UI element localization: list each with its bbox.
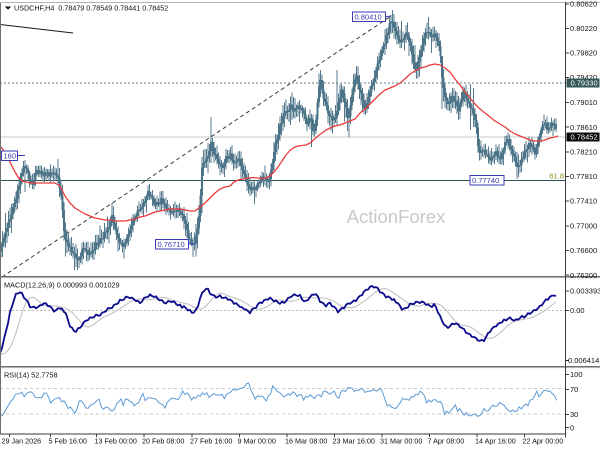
svg-text:ActionForex: ActionForex xyxy=(347,206,446,227)
svg-text:0.00: 0.00 xyxy=(570,306,585,315)
svg-text:0.77740: 0.77740 xyxy=(472,176,499,185)
svg-text:0.80220: 0.80220 xyxy=(570,24,597,33)
svg-text:20 Feb 08:00: 20 Feb 08:00 xyxy=(142,437,184,446)
svg-text:29 Jan 2026: 29 Jan 2026 xyxy=(2,437,42,446)
svg-text:31 Mar 00:00: 31 Mar 00:00 xyxy=(380,437,422,446)
svg-text:30: 30 xyxy=(570,410,578,419)
svg-text:13 Feb 00:00: 13 Feb 00:00 xyxy=(95,437,137,446)
svg-text:0.79010: 0.79010 xyxy=(570,98,597,107)
svg-text:-0.006414: -0.006414 xyxy=(566,356,600,365)
svg-text:9 Mar 00:00: 9 Mar 00:00 xyxy=(238,437,276,446)
svg-text:0.76200: 0.76200 xyxy=(570,271,597,280)
svg-text:0.77810: 0.77810 xyxy=(570,172,597,181)
svg-text:0.79330: 0.79330 xyxy=(571,79,598,88)
svg-text:70: 70 xyxy=(570,385,578,394)
svg-text:0.78210: 0.78210 xyxy=(570,147,597,156)
svg-text:0: 0 xyxy=(570,423,574,432)
svg-text:100: 100 xyxy=(570,370,583,379)
svg-text:5 Feb 16:00: 5 Feb 16:00 xyxy=(49,437,87,446)
svg-text:23 Mar 16:00: 23 Mar 16:00 xyxy=(333,437,375,446)
svg-text:0.003393: 0.003393 xyxy=(570,287,600,296)
svg-text:7 Apr 08:00: 7 Apr 08:00 xyxy=(428,437,465,446)
svg-text:0.78452: 0.78452 xyxy=(571,133,598,142)
svg-text:16 Mar 08:00: 16 Mar 08:00 xyxy=(285,437,327,446)
svg-text:0.79420: 0.79420 xyxy=(570,73,597,82)
svg-text:0.76600: 0.76600 xyxy=(570,246,597,255)
svg-text:22 Apr 00:00: 22 Apr 00:00 xyxy=(523,437,564,446)
svg-text:RSI(14) 52.7758: RSI(14) 52.7758 xyxy=(4,371,58,380)
svg-text:27 Feb 16:00: 27 Feb 16:00 xyxy=(190,437,232,446)
svg-text:0.76710: 0.76710 xyxy=(158,240,185,249)
svg-text:0.77000: 0.77000 xyxy=(570,222,597,231)
svg-text:0.77410: 0.77410 xyxy=(570,197,597,206)
svg-text:0.79820: 0.79820 xyxy=(570,49,597,58)
svg-text:MACD(12,26,9) 0.000993 0.00102: MACD(12,26,9) 0.000993 0.001029 xyxy=(4,281,120,290)
svg-text:14 Apr 16:00: 14 Apr 16:00 xyxy=(475,437,516,446)
svg-text:0.80410: 0.80410 xyxy=(355,13,382,22)
svg-text:61.8: 61.8 xyxy=(549,172,564,181)
svg-text:160: 160 xyxy=(4,152,17,161)
svg-text:0.80620: 0.80620 xyxy=(570,0,597,8)
svg-text:0.78610: 0.78610 xyxy=(570,123,597,132)
svg-text:USDCHF,H4 0.78479 0.78549 0.7: USDCHF,H4 0.78479 0.78549 0.78441 0.7845… xyxy=(14,4,168,13)
